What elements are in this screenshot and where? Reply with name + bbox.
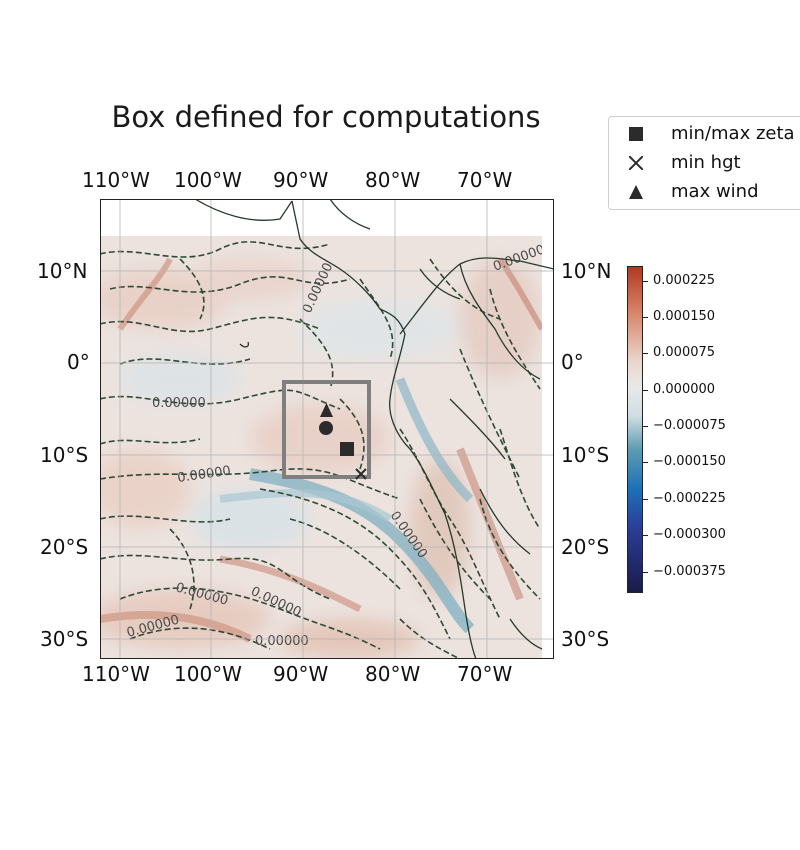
lat-label-left-10n: 10°N — [37, 259, 88, 283]
zeta-square-marker — [340, 442, 354, 456]
lat-label-left-10s: 10°S — [40, 443, 89, 467]
contour-label-2: 0.00000 — [176, 464, 231, 486]
circle-marker — [319, 421, 333, 435]
lat-label-right-10s: 10°S — [561, 443, 610, 467]
colorbar-tick — [643, 535, 648, 536]
colorbar-label: 0.000075 — [653, 345, 716, 360]
max-wind-marker — [320, 403, 333, 417]
colorbar-tick — [643, 572, 648, 573]
legend: min/max zeta min hgt max wind — [608, 116, 800, 210]
map-panel: 0.00000 0.00000 0.00000 0.00000 0.00000 … — [100, 199, 554, 659]
colorbar-label: −0.000375 — [653, 564, 726, 579]
lat-label-left-0: 0° — [67, 350, 90, 374]
colorbar-label: −0.000300 — [653, 527, 726, 542]
lat-label-right-10n: 10°N — [561, 259, 612, 283]
x-marker-icon — [629, 156, 643, 170]
colorbar-label: 0.000150 — [653, 309, 716, 324]
legend-label-wind: max wind — [671, 181, 759, 202]
colorbar-tick — [643, 281, 648, 282]
legend-label-hgt: min hgt — [671, 152, 741, 173]
lon-label-bottom-100w: 100°W — [174, 662, 242, 686]
lat-label-right-20s: 20°S — [561, 535, 610, 559]
lat-label-left-30s: 30°S — [40, 627, 89, 651]
lon-label-top-80w: 80°W — [365, 168, 421, 192]
colorbar-tick — [643, 462, 648, 463]
square-marker-icon — [629, 127, 643, 141]
colorbar-label: −0.000150 — [653, 454, 726, 469]
lon-label-top-70w: 70°W — [457, 168, 513, 192]
colorbar-tick — [643, 353, 648, 354]
triangle-marker-icon — [629, 185, 643, 199]
gridlines — [100, 199, 554, 659]
chart-title: Box defined for computations — [111, 100, 541, 134]
lon-label-bottom-70w: 70°W — [457, 662, 513, 686]
colorbar-label: 0.000225 — [653, 273, 716, 288]
colorbar-tick — [643, 426, 648, 427]
colorbar — [627, 266, 643, 593]
legend-label-zeta: min/max zeta — [671, 123, 795, 144]
colorbar-tick — [643, 317, 648, 318]
lon-label-bottom-80w: 80°W — [365, 662, 421, 686]
lat-label-right-0: 0° — [561, 350, 584, 374]
lon-label-top-110w: 110°W — [82, 168, 150, 192]
min-hgt-marker — [355, 468, 367, 480]
colorbar-tick — [643, 390, 648, 391]
lon-label-top-100w: 100°W — [174, 168, 242, 192]
contour-label-1: 0.00000 — [152, 396, 206, 411]
colorbar-label: −0.000075 — [653, 418, 726, 433]
vorticity-field: 0.00000 0.00000 0.00000 0.00000 0.00000 … — [100, 236, 542, 659]
colorbar-tick — [643, 499, 648, 500]
computation-box — [282, 380, 371, 479]
coastlines — [194, 199, 554, 659]
lat-label-left-20s: 20°S — [40, 535, 89, 559]
lon-label-bottom-90w: 90°W — [273, 662, 329, 686]
lon-label-bottom-110w: 110°W — [82, 662, 150, 686]
lon-label-top-90w: 90°W — [273, 168, 329, 192]
colorbar-label: −0.000225 — [653, 491, 726, 506]
colorbar-label: 0.000000 — [653, 382, 716, 397]
contour-label-6: 0.00000 — [255, 634, 309, 649]
lat-label-right-30s: 30°S — [561, 627, 610, 651]
